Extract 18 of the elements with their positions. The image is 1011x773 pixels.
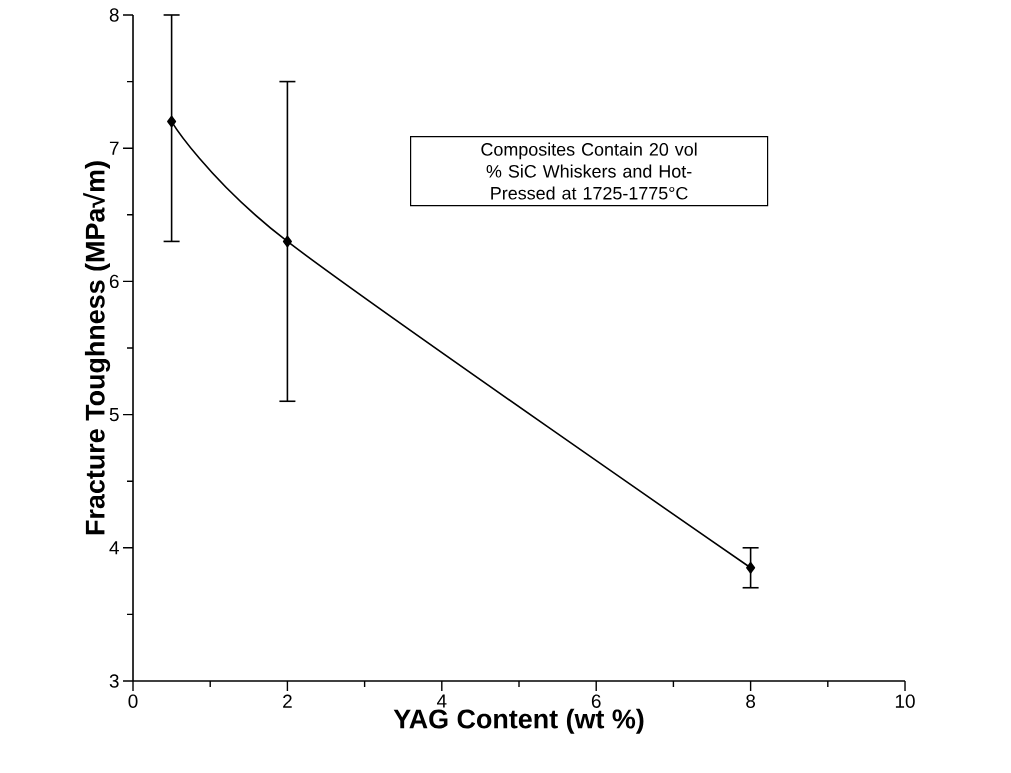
x-tick-label: 10 bbox=[895, 694, 915, 708]
y-tick-label: 5 bbox=[109, 407, 119, 422]
point bbox=[167, 115, 177, 128]
y-tick-label: 3 bbox=[109, 674, 119, 688]
point bbox=[746, 561, 756, 574]
y-axis-title: Fracture Toughness (MPa√m) bbox=[83, 161, 111, 535]
y-tick-label: 4 bbox=[109, 541, 119, 555]
x-tick-label: 4 bbox=[436, 694, 447, 708]
y-tick-label: 7 bbox=[109, 141, 119, 155]
y-tick-label: 6 bbox=[109, 274, 119, 289]
point bbox=[282, 235, 292, 248]
annotation: Composites Contain 20 vol % SiC Whiskers and Hot-Pressed at 1725-1775°C bbox=[481, 142, 697, 200]
x-tick-label: 6 bbox=[591, 694, 601, 708]
x-tick-label: 8 bbox=[746, 694, 756, 708]
y-tick-label: 8 bbox=[109, 8, 119, 22]
x-tick-label: 0 bbox=[128, 694, 138, 708]
x-axis-title: YAG Content (wt %) bbox=[393, 708, 644, 734]
x-tick-label: 2 bbox=[283, 694, 292, 708]
